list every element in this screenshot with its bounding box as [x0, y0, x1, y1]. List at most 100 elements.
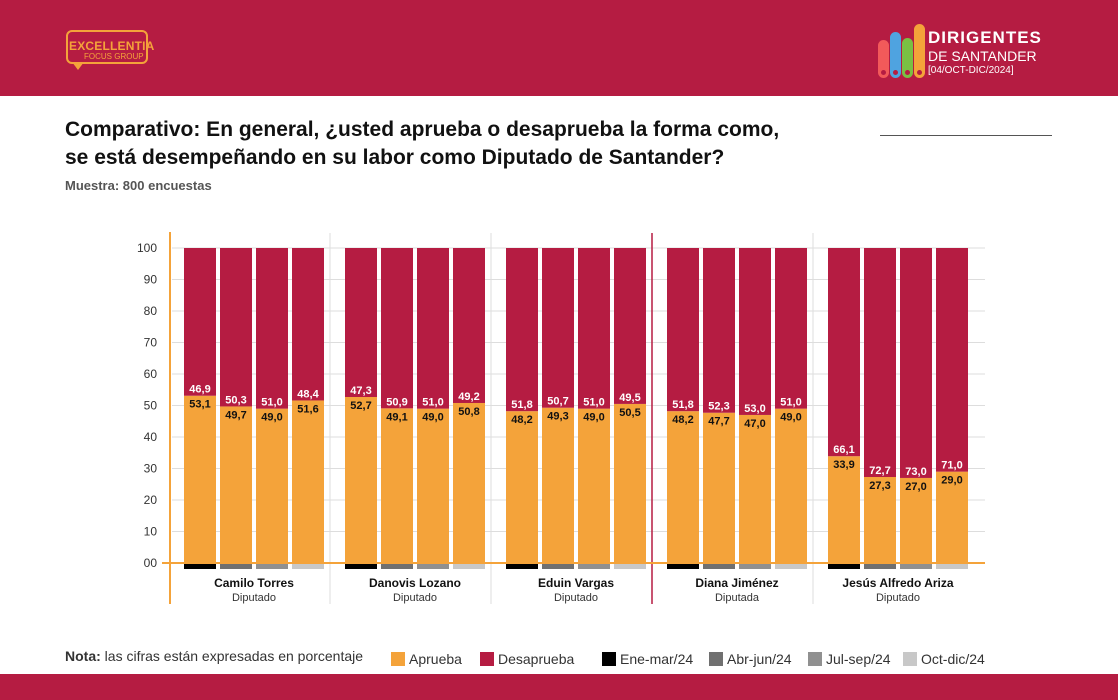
- label-aprueba: 48,2: [511, 414, 532, 426]
- period-marker: [828, 564, 860, 569]
- group-role-label: Diputado: [554, 592, 598, 604]
- group-role-label: Diputado: [393, 592, 437, 604]
- bar-desaprueba: [864, 248, 896, 478]
- period-marker: [220, 564, 252, 569]
- bar-aprueba: [417, 408, 449, 563]
- speech-bubble-icon: [66, 30, 148, 64]
- bar-desaprueba: [900, 248, 932, 478]
- period-marker: [775, 564, 807, 569]
- label-desaprueba: 53,0: [744, 403, 765, 415]
- label-desaprueba: 51,0: [261, 397, 282, 409]
- y-tick-label: 00: [144, 556, 158, 570]
- bar-desaprueba: [292, 248, 324, 401]
- y-tick-label: 70: [144, 336, 158, 350]
- note-text: las cifras están expresadas en porcentaj…: [104, 648, 364, 664]
- y-tick-label: 60: [144, 367, 158, 381]
- bar-aprueba: [667, 411, 699, 563]
- bar-aprueba: [775, 408, 807, 563]
- note-label: Nota:: [65, 648, 101, 664]
- bar-aprueba: [381, 408, 413, 563]
- bar-desaprueba: [739, 248, 771, 415]
- y-tick-label: 90: [144, 273, 158, 287]
- legend-swatch: [602, 652, 616, 666]
- period-marker: [453, 564, 485, 569]
- title-line-1: Comparativo: En general, ¿usted aprueba …: [65, 118, 780, 141]
- label-desaprueba: 48,4: [297, 388, 319, 400]
- group-name-label: Diana Jiménez: [695, 576, 778, 590]
- period-marker: [506, 564, 538, 569]
- bar-aprueba: [828, 456, 860, 563]
- period-marker: [256, 564, 288, 569]
- label-aprueba: 29,0: [941, 475, 962, 487]
- y-tick-label: 80: [144, 304, 158, 318]
- group-role-label: Diputado: [232, 592, 276, 604]
- label-desaprueba: 52,3: [708, 401, 729, 413]
- bar-desaprueba: [542, 248, 574, 408]
- y-tick-label: 50: [144, 399, 158, 413]
- logo-title: DIRIGENTES: [928, 28, 1042, 47]
- footer-bar: [0, 674, 1118, 700]
- legend-abr-jun: Abr-jun/24: [709, 651, 792, 667]
- bar-desaprueba: [614, 248, 646, 404]
- label-desaprueba: 51,0: [422, 397, 443, 409]
- bar-desaprueba: [506, 248, 538, 412]
- legend-swatch: [903, 652, 917, 666]
- bar-aprueba: [292, 400, 324, 563]
- y-tick-label: 30: [144, 462, 158, 476]
- period-marker: [936, 564, 968, 569]
- bars-logo-icon: [876, 22, 926, 78]
- period-marker: [184, 564, 216, 569]
- y-tick-label: 40: [144, 430, 158, 444]
- bar-aprueba: [542, 407, 574, 563]
- bar-aprueba: [936, 471, 968, 563]
- bar-aprueba: [900, 477, 932, 563]
- logo-text-main: EXCELLENTIA: [69, 39, 155, 53]
- legend-swatch: [709, 652, 723, 666]
- label-aprueba: 47,0: [744, 418, 765, 430]
- bar-aprueba: [703, 412, 735, 563]
- label-desaprueba: 49,2: [458, 391, 479, 403]
- label-aprueba: 52,7: [350, 400, 371, 412]
- footer-note: Nota: las cifras están expresadas en por…: [65, 648, 363, 664]
- period-marker: [703, 564, 735, 569]
- bar-desaprueba: [345, 248, 377, 397]
- bar-aprueba: [578, 408, 610, 563]
- bar-desaprueba: [381, 248, 413, 409]
- label-aprueba: 49,7: [225, 409, 246, 421]
- bar-aprueba: [614, 403, 646, 563]
- legend-aprueba: Aprueba: [391, 651, 462, 667]
- period-marker: [900, 564, 932, 569]
- bar-desaprueba: [667, 248, 699, 412]
- label-aprueba: 49,0: [583, 412, 604, 424]
- label-desaprueba: 47,3: [350, 385, 371, 397]
- logo-date: [04/OCT-DIC/2024]: [928, 65, 1014, 76]
- label-aprueba: 53,1: [189, 399, 210, 411]
- period-marker: [667, 564, 699, 569]
- label-desaprueba: 51,8: [511, 399, 532, 411]
- bar-desaprueba: [184, 248, 216, 396]
- label-desaprueba: 73,0: [905, 466, 926, 478]
- period-marker: [578, 564, 610, 569]
- group-role-label: Diputada: [715, 592, 760, 604]
- label-aprueba: 49,0: [780, 412, 801, 424]
- group-name-label: Eduin Vargas: [538, 576, 614, 590]
- title-line-2: se está desempeñando en su labor como Di…: [65, 146, 725, 169]
- bar-desaprueba: [220, 248, 252, 407]
- chart-title: Comparativo: En general, ¿usted aprueba …: [65, 116, 965, 172]
- legend-swatch: [391, 652, 405, 666]
- period-marker: [381, 564, 413, 569]
- label-aprueba: 49,0: [261, 412, 282, 424]
- label-aprueba: 51,6: [297, 403, 318, 415]
- title-underline: [880, 135, 1052, 136]
- y-tick-label: 20: [144, 493, 158, 507]
- label-aprueba: 49,1: [386, 411, 407, 423]
- period-marker: [739, 564, 771, 569]
- chart-subtitle: Muestra: 800 encuestas: [65, 178, 212, 193]
- label-desaprueba: 49,5: [619, 392, 640, 404]
- label-aprueba: 50,8: [458, 406, 479, 418]
- excellentia-logo: EXCELLENTIA FOCUS GROUP: [66, 30, 155, 74]
- label-aprueba: 49,0: [422, 412, 443, 424]
- bar-aprueba: [345, 396, 377, 563]
- label-desaprueba: 66,1: [833, 444, 854, 456]
- label-desaprueba: 50,3: [225, 394, 246, 406]
